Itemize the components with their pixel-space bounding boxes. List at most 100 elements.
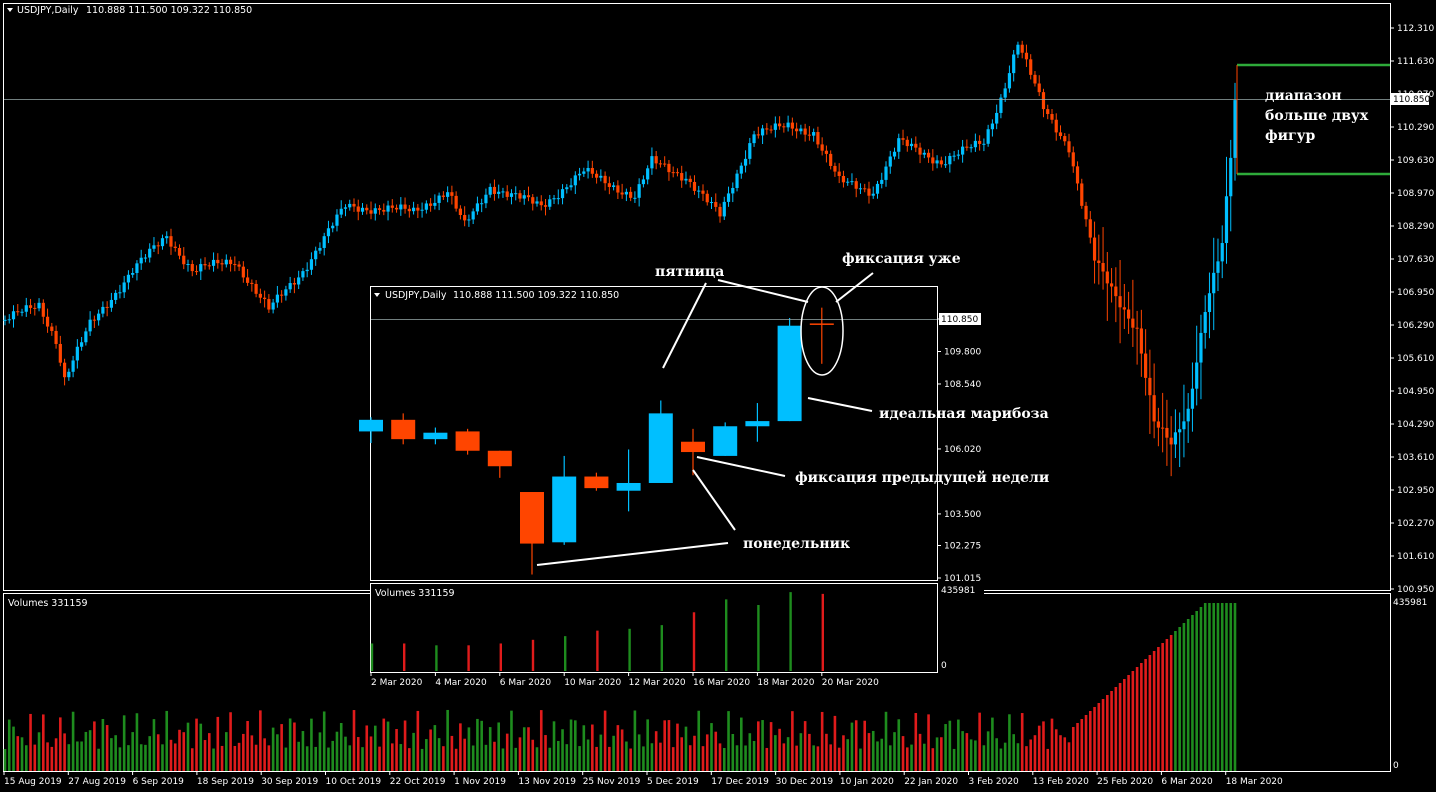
main-candle-body	[1071, 152, 1075, 167]
main-header-symbol: USDJPY,Daily	[17, 5, 79, 16]
main-candle-body	[326, 228, 331, 237]
main-candle-body	[824, 150, 829, 154]
main-candle-body	[148, 248, 152, 258]
main-candle-body	[675, 172, 680, 174]
main-candle-body	[892, 151, 897, 157]
main-candle-body	[961, 146, 965, 155]
main-candle-body	[688, 178, 692, 182]
main-candle-body	[488, 186, 492, 195]
main-candle-body	[356, 206, 360, 212]
main-candle-body	[352, 203, 356, 207]
main-candle-body	[739, 165, 743, 174]
main-candle-body	[531, 197, 535, 204]
main-candle-body	[24, 305, 28, 312]
main-date-tick-label: 3 Feb 2020	[969, 777, 1020, 787]
main-candle-body	[369, 210, 373, 214]
main-price-tick-label: 104.950	[1397, 387, 1434, 397]
main-candle-body	[1220, 243, 1224, 262]
main-candle-body	[1024, 52, 1029, 60]
main-candle-body	[211, 259, 216, 266]
main-candle-body	[467, 219, 471, 221]
main-candle-body	[637, 184, 641, 198]
inset-price-tick-label: 109.800	[944, 347, 981, 357]
main-price-tick-label: 106.290	[1397, 321, 1434, 331]
main-candle-body	[1195, 362, 1199, 389]
main-candle-body	[1212, 272, 1216, 294]
main-candle-body	[233, 264, 237, 266]
main-candle-body	[1144, 353, 1148, 378]
main-candle-body	[275, 294, 279, 303]
main-candle-body	[33, 307, 37, 309]
main-candle-body	[67, 371, 71, 378]
main-date-tick-label: 6 Sep 2019	[133, 777, 185, 787]
main-date-tick-label: 5 Dec 2019	[647, 777, 699, 787]
main-candle-body	[441, 195, 445, 197]
inset-price-tick-label: 102.275	[944, 542, 981, 552]
main-candle-body	[228, 259, 233, 265]
pointer-fixation-narrower	[835, 272, 874, 303]
main-candle-body	[684, 178, 688, 181]
main-date-tick-label: 6 Mar 2020	[1161, 777, 1213, 787]
main-candle-body	[1080, 183, 1084, 206]
main-candle-body	[918, 147, 922, 155]
main-candle-body	[999, 97, 1003, 113]
inset-candle-body	[487, 450, 512, 467]
main-candle-body	[122, 282, 126, 293]
main-price-tick-label: 104.290	[1397, 420, 1434, 430]
main-candle-body	[926, 152, 931, 158]
main-candle-body	[305, 269, 309, 272]
main-candle-body	[475, 203, 480, 212]
inset-volume-tick-zero: 0	[941, 661, 947, 671]
main-candle-body	[909, 143, 914, 147]
main-candle-body	[820, 144, 824, 151]
inset-candle-body	[648, 413, 673, 483]
main-date-tick-label: 25 Nov 2019	[583, 777, 641, 787]
main-candle-body	[450, 192, 454, 196]
main-candle-body	[152, 245, 156, 249]
main-candle-body	[518, 193, 522, 199]
inset-header-ohlc: 110.888 111.500 109.322 110.850	[453, 290, 619, 301]
main-candle-body	[288, 283, 292, 290]
main-volume-bars	[3, 603, 1237, 771]
main-candle-body	[773, 123, 777, 130]
main-candle-body	[616, 185, 620, 193]
main-candle-body	[505, 191, 509, 197]
main-candle-body	[92, 319, 96, 321]
main-candle-body	[952, 155, 956, 157]
main-candle-body	[995, 112, 999, 124]
main-candle-body	[250, 282, 254, 284]
main-candle-body	[978, 140, 982, 144]
inset-candle-body	[777, 325, 802, 422]
main-date-axis: 15 Aug 2019 27 Aug 2019 6 Sep 2019 18 Sep 2…	[3, 771, 1283, 787]
main-candle-body	[718, 206, 722, 217]
main-candle-body	[841, 175, 846, 183]
main-candle-body	[1105, 271, 1109, 284]
main-candle-body	[522, 195, 526, 199]
inset-price-tick-label: 101.015	[944, 574, 981, 584]
main-header-arrow-icon[interactable]	[7, 8, 13, 12]
main-date-tick-label: 30 Dec 2019	[776, 777, 834, 787]
inset-candle-body	[552, 476, 577, 543]
main-date-tick-label: 10 Jan 2020	[840, 777, 894, 787]
inset-header-arrow-icon[interactable]	[374, 293, 380, 297]
main-candle-body	[837, 171, 841, 176]
main-candle-body	[726, 193, 731, 202]
main-candle-body	[663, 163, 667, 165]
main-candle-body	[20, 311, 24, 313]
label-range-line1: диапазон	[1265, 88, 1342, 104]
label-range-line2: больше двух	[1265, 108, 1369, 124]
main-candle-body	[437, 195, 441, 203]
main-candle-body	[667, 163, 671, 173]
main-candle-body	[850, 181, 854, 183]
label-friday: пятница	[655, 264, 724, 280]
main-candle-body	[990, 123, 995, 130]
main-candle-body	[701, 190, 705, 194]
main-candle-body	[743, 158, 748, 166]
main-candle-body	[263, 297, 267, 300]
main-candle-body	[658, 163, 663, 165]
main-candle-body	[301, 271, 305, 278]
main-candle-body	[582, 171, 586, 174]
main-candle-body	[760, 128, 765, 136]
main-date-tick-label: 13 Feb 2020	[1033, 777, 1089, 787]
main-price-tick-label: 101.610	[1397, 552, 1434, 562]
